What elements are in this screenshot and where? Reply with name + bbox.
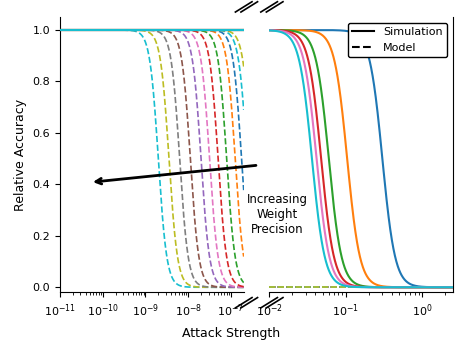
Text: Increasing
Weight
Precision: Increasing Weight Precision — [247, 193, 308, 236]
Text: Attack Strength: Attack Strength — [182, 327, 280, 340]
Legend: Simulation, Model: Simulation, Model — [347, 23, 447, 57]
Y-axis label: Relative Accuracy: Relative Accuracy — [14, 99, 27, 211]
